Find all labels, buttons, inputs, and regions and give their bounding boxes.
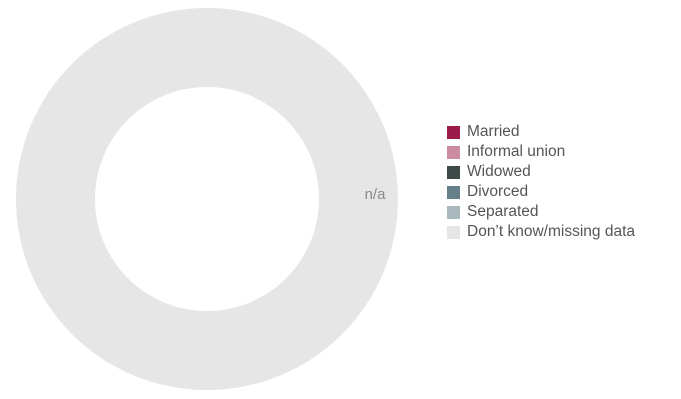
no-data-label: n/a [365, 186, 387, 203]
legend-label: Married [467, 123, 520, 140]
legend-label: Don’t know/missing data [467, 223, 635, 240]
legend-item: Married [447, 122, 635, 142]
legend-label: Informal union [467, 143, 566, 160]
donut-slice [15, 7, 399, 391]
legend-item: Separated [447, 202, 635, 222]
legend-item: Widowed [447, 162, 635, 182]
legend-swatch [447, 205, 460, 219]
legend-swatch [447, 165, 460, 179]
legend-swatch [447, 125, 460, 139]
chart-legend: Married Informal union Widowed Divorced Sepa… [447, 122, 635, 242]
legend-label: Widowed [467, 163, 531, 180]
donut-slices [15, 7, 399, 391]
legend-item: Don’t know/missing data [447, 222, 635, 242]
legend-label: Separated [467, 203, 539, 220]
legend-swatch [447, 185, 460, 199]
legend-swatch [447, 145, 460, 159]
legend-swatch [447, 225, 460, 239]
legend-item: Informal union [447, 142, 635, 162]
legend-label: Divorced [467, 183, 529, 200]
legend-item: Divorced [447, 182, 635, 202]
